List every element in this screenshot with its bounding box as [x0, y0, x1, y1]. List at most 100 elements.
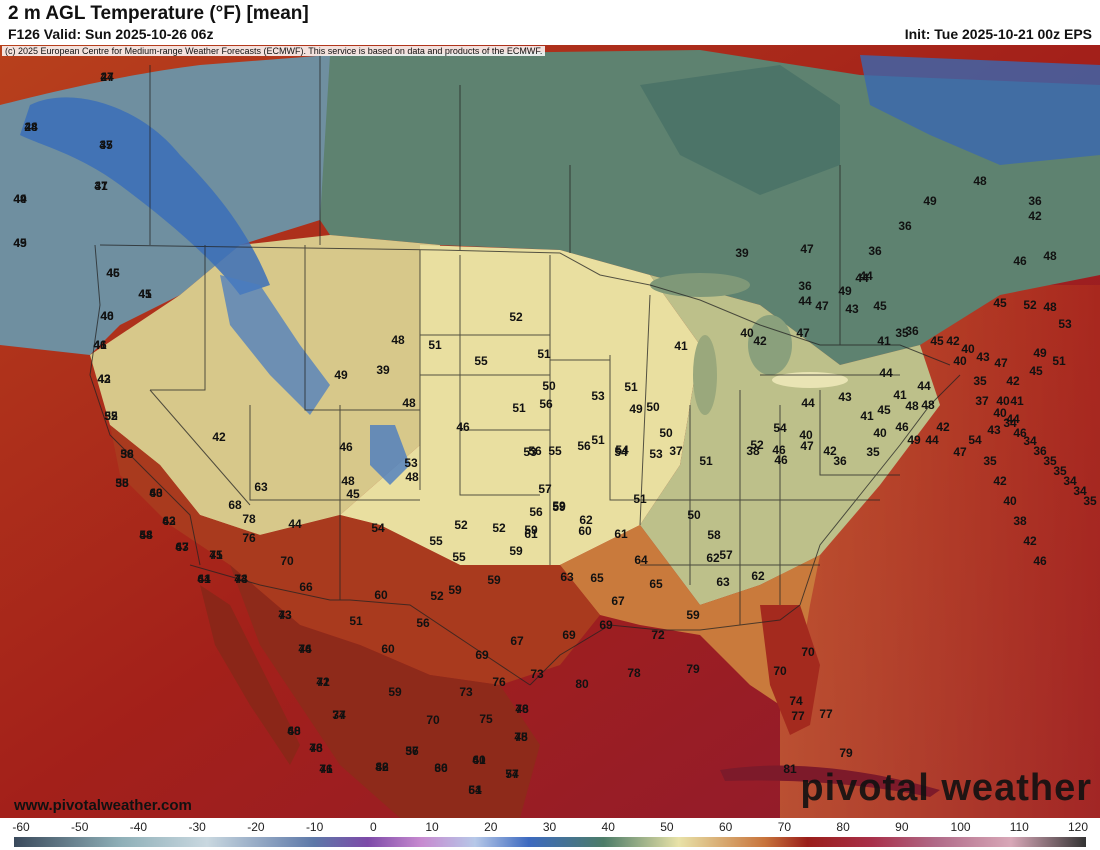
temperature-label: 53: [404, 456, 418, 470]
legend-tick-label: -60: [12, 820, 30, 834]
temperature-label: 59: [388, 685, 402, 699]
temperature-label: 40: [993, 406, 1007, 420]
temperature-label: 59: [509, 544, 523, 558]
temperature-label: 44: [879, 366, 893, 380]
temperature-label: 51: [537, 347, 551, 361]
temperature-label: 49: [907, 433, 921, 447]
temperature-label: 48: [341, 474, 355, 488]
temperature-label: 56: [529, 505, 543, 519]
temperature-label: 42: [212, 430, 226, 444]
temperature-label: 61: [524, 527, 538, 541]
lake-huron: [748, 315, 792, 375]
temperature-label: 41: [877, 334, 891, 348]
temperature-label: 54: [773, 421, 787, 435]
temperature-label: 41: [209, 548, 223, 562]
land-southwest: [110, 425, 600, 685]
temperature-label: 61: [197, 572, 211, 586]
lake-michigan: [693, 335, 717, 415]
temperature-label: 41: [1010, 394, 1024, 408]
temperature-label: 55: [452, 550, 466, 564]
legend-tick-label: 50: [660, 820, 674, 834]
temperature-label: 50: [687, 508, 701, 522]
temperature-label: 49: [13, 236, 27, 250]
temperature-label: 46: [895, 420, 909, 434]
temperature-label: 70: [426, 713, 440, 727]
temperature-label: 36: [120, 447, 134, 461]
state-line-6: [639, 294, 651, 526]
website-link[interactable]: www.pivotalweather.com: [14, 797, 192, 814]
temperature-label: 48: [905, 399, 919, 413]
temperature-label: 52: [509, 310, 523, 324]
temperature-label: 70: [801, 645, 815, 659]
temperature-label: 54: [371, 521, 385, 535]
temperature-label: 36: [434, 761, 448, 775]
temperature-label: 45: [877, 403, 891, 417]
legend-tick-label: -20: [247, 820, 265, 834]
temperature-label: 62: [706, 551, 720, 565]
land-west-us: [90, 235, 440, 535]
temperature-label: 59: [524, 523, 538, 537]
temperature-label: 43: [845, 302, 859, 316]
temperature-label: 54: [468, 783, 482, 797]
temperature-label: 41: [138, 287, 152, 301]
temperature-label: 43: [162, 514, 176, 528]
land-cuba: [720, 765, 940, 797]
temperature-label: 46: [309, 741, 323, 755]
temperature-label: 76: [319, 762, 333, 776]
temperature-label: 59: [448, 583, 462, 597]
temperature-label: 48: [405, 470, 419, 484]
temperature-label: 64: [634, 553, 648, 567]
legend-tick-label: 70: [777, 820, 792, 834]
map-header: 2 m AGL Temperature (°F) [mean] F126 Val…: [0, 0, 1100, 45]
temperature-label: 44: [197, 572, 211, 586]
temperature-label: 77: [505, 767, 519, 781]
state-line-21: [819, 390, 900, 476]
temperature-label: 78: [627, 666, 641, 680]
temperature-label: 46: [772, 443, 786, 457]
temperature-label: 48: [921, 398, 935, 412]
temperature-label: 69: [475, 648, 489, 662]
temperature-label: 50: [659, 426, 673, 440]
temperature-label: 76: [242, 531, 256, 545]
temperature-label: 52: [492, 521, 506, 535]
temperature-label: 78: [514, 730, 528, 744]
temperature-label: 48: [1043, 300, 1057, 314]
temperature-label: 41: [93, 338, 107, 352]
temperature-label: 63: [149, 486, 163, 500]
temperature-label: 45: [346, 487, 360, 501]
temperature-label: 44: [855, 271, 869, 285]
temperature-label: 35: [104, 409, 118, 423]
temperature-label: 47: [175, 540, 189, 554]
state-line-14: [609, 355, 690, 501]
temperature-label: 40: [953, 354, 967, 368]
temperature-label: 43: [97, 372, 111, 386]
temperature-label: 51: [512, 401, 526, 415]
temperature-label: 61: [472, 753, 486, 767]
temperature-label: 48: [391, 333, 405, 347]
temperature-label: 35: [895, 326, 909, 340]
temperature-label: 61: [614, 527, 628, 541]
temperature-label: 56: [577, 439, 591, 453]
state-line-8: [249, 405, 420, 501]
temperature-label: 46: [1013, 426, 1027, 440]
temperature-label: 59: [552, 500, 566, 514]
temperature-label: 47: [994, 356, 1008, 370]
temperature-label: 60: [434, 761, 448, 775]
temperature-label: 36: [833, 454, 847, 468]
temperature-label: 57: [538, 482, 552, 496]
temperature-label: 40: [472, 753, 486, 767]
land-florida: [760, 605, 820, 735]
legend-tick-label: -30: [188, 820, 206, 834]
temperature-label: 53: [649, 447, 663, 461]
temperature-label: 75: [479, 712, 493, 726]
temperature-label: 46: [106, 266, 120, 280]
temperature-label: 67: [510, 634, 524, 648]
temperature-map[interactable]: 27 28 35 31 44 45 46 45 46 46 43 52 58 55 63 62 58 63 61 75…: [0, 45, 1100, 818]
temperature-label: 81: [783, 762, 797, 776]
temperature-label: 65: [590, 571, 604, 585]
land-baja: [200, 585, 300, 765]
temperature-label: 46: [100, 309, 114, 323]
temperature-label: 34: [1023, 434, 1037, 448]
temperature-label: 46: [375, 760, 389, 774]
legend-tick-label: 90: [895, 820, 909, 834]
